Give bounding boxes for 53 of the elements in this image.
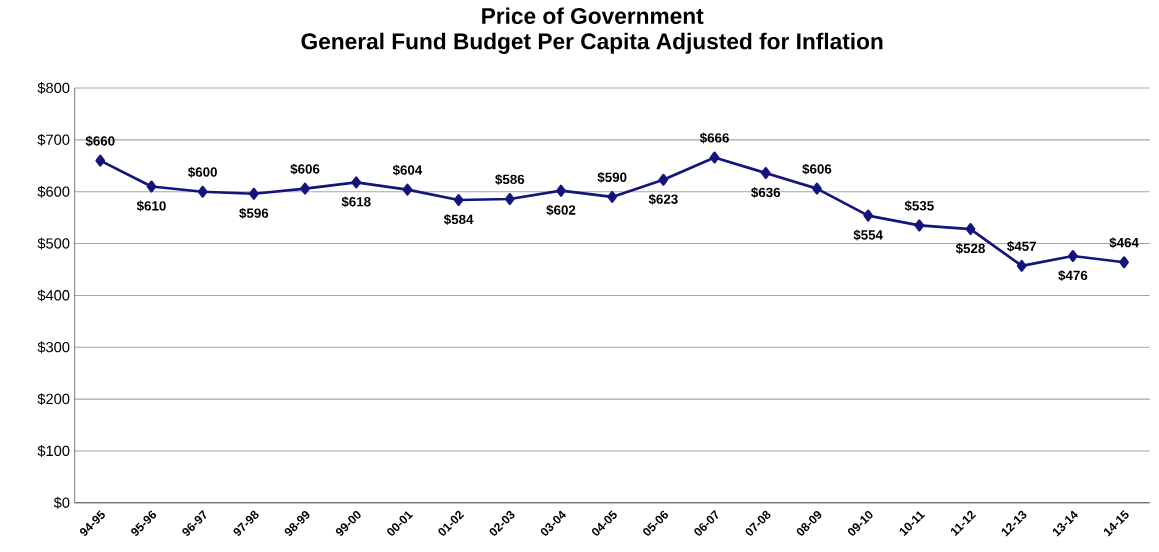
point: [607, 190, 618, 203]
data-label: $600: [188, 166, 217, 178]
data-label: $660: [85, 135, 115, 147]
y-tick-label: $500: [37, 237, 70, 250]
point: [965, 222, 976, 235]
data-label: $636: [751, 187, 781, 198]
data-label: $606: [802, 163, 832, 175]
point: [709, 151, 720, 164]
chart-subtitle: General Fund Budget Per Capita Adjusted for Inflation: [301, 32, 883, 54]
point: [760, 166, 771, 179]
y-tick-label: $400: [37, 289, 70, 302]
point: [556, 184, 566, 197]
point: [146, 180, 157, 193]
data-label: $584: [443, 213, 474, 225]
point: [504, 192, 515, 205]
point: [351, 176, 362, 189]
data-label: $464: [1109, 237, 1139, 249]
chart-title: Price of Government: [482, 7, 704, 24]
data-label: $618: [341, 196, 371, 208]
point: [453, 193, 464, 206]
point: [1068, 249, 1078, 262]
data-label: $606: [290, 163, 320, 175]
data-label: $623: [648, 193, 678, 205]
y-tick-label: $300: [37, 341, 70, 354]
data-label: $602: [546, 204, 576, 216]
data-label: $596: [239, 207, 269, 219]
point: [300, 182, 310, 195]
data-label: $457: [1007, 240, 1036, 252]
point: [95, 154, 106, 167]
data-label: $528: [955, 243, 985, 254]
point: [812, 182, 822, 195]
y-tick-label: $700: [37, 133, 70, 146]
y-tick-label: $200: [37, 393, 70, 405]
y-tick-label: $100: [37, 444, 70, 457]
data-label: $586: [495, 173, 525, 185]
data-label: $666: [699, 132, 729, 144]
point: [197, 185, 208, 198]
point: [863, 209, 873, 222]
point: [1119, 256, 1129, 269]
point: [658, 173, 669, 186]
y-tick-label: $0: [53, 496, 70, 509]
data-label: $554: [853, 229, 883, 241]
data-label: $476: [1058, 269, 1088, 281]
data-label: $604: [392, 164, 423, 176]
data-label: $590: [597, 171, 627, 183]
point: [1016, 259, 1027, 272]
data-label: $535: [904, 200, 934, 212]
point: [402, 183, 413, 196]
data-label: $610: [136, 200, 166, 212]
point: [249, 187, 259, 200]
point: [914, 219, 925, 232]
y-tick-label: $800: [37, 82, 70, 94]
y-tick-label: $600: [37, 185, 70, 198]
